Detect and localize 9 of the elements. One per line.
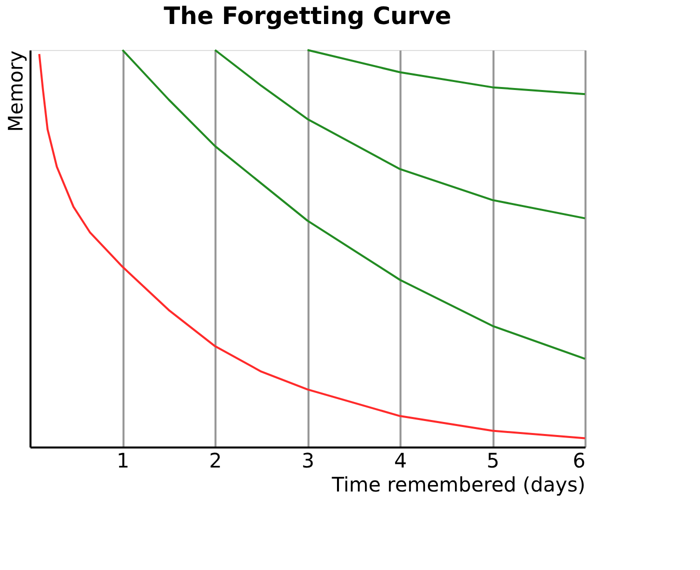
x-tick-label: 3 — [302, 448, 314, 472]
x-tick-label: 1 — [116, 448, 130, 472]
chart-title: The Forgetting Curve — [164, 2, 452, 30]
x-tick-label: 6 — [572, 448, 586, 472]
x-tick-label: 5 — [486, 448, 500, 472]
x-tick-label: 2 — [209, 448, 222, 472]
x-tick-label: 4 — [394, 448, 407, 472]
y-axis-title: Memory — [4, 50, 28, 132]
x-axis-title: Time remembered (days) — [330, 472, 586, 496]
